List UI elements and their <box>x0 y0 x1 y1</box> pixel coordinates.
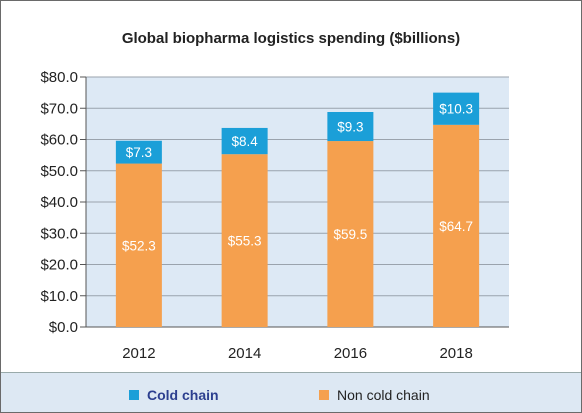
y-tick-label: $20.0 <box>40 257 78 274</box>
data-label-cold-chain: $10.3 <box>439 102 473 117</box>
legend-swatch-non-cold-chain <box>319 390 329 400</box>
y-tick-label: $40.0 <box>40 194 78 211</box>
legend-label-non-cold-chain: Non cold chain <box>337 387 430 403</box>
y-tick-label: $0.0 <box>49 319 78 336</box>
data-label-non-cold-chain: $55.3 <box>228 234 262 249</box>
data-label-non-cold-chain: $52.3 <box>122 238 156 253</box>
legend-item-cold-chain: Cold chain <box>129 387 219 403</box>
bar-non-cold-chain <box>221 154 268 327</box>
y-tick-label: $80.0 <box>40 69 78 86</box>
x-tick-label: 2014 <box>228 345 261 362</box>
legend-item-non-cold-chain: Non cold chain <box>319 387 430 403</box>
data-label-cold-chain: $7.3 <box>126 145 152 160</box>
legend-label-cold-chain: Cold chain <box>147 387 219 403</box>
y-tick-label: $30.0 <box>40 225 78 242</box>
legend: Cold chain Non cold chain <box>1 372 581 412</box>
chart-title: Global biopharma logistics spending ($bi… <box>121 30 461 47</box>
y-tick-label: $50.0 <box>40 163 78 180</box>
data-label-cold-chain: $8.4 <box>231 134 258 149</box>
legend-swatch-cold-chain <box>129 390 139 400</box>
bar-cold-chain <box>327 112 374 142</box>
bar-cold-chain <box>115 140 162 164</box>
bar-non-cold-chain <box>327 141 374 327</box>
data-label-cold-chain: $9.3 <box>337 120 363 135</box>
bar-cold-chain <box>221 127 268 155</box>
data-label-non-cold-chain: $64.7 <box>439 219 473 234</box>
x-tick-label: 2012 <box>122 345 155 362</box>
y-tick-label: $10.0 <box>40 288 78 305</box>
y-tick-label: $70.0 <box>40 100 78 117</box>
bar-non-cold-chain <box>115 163 162 327</box>
data-label-non-cold-chain: $59.5 <box>333 227 367 242</box>
bar-non-cold-chain <box>433 124 480 327</box>
y-tick-label: $60.0 <box>40 132 78 149</box>
x-tick-label: 2018 <box>439 345 472 362</box>
x-tick-label: 2016 <box>334 345 367 362</box>
bar-cold-chain <box>433 92 480 125</box>
